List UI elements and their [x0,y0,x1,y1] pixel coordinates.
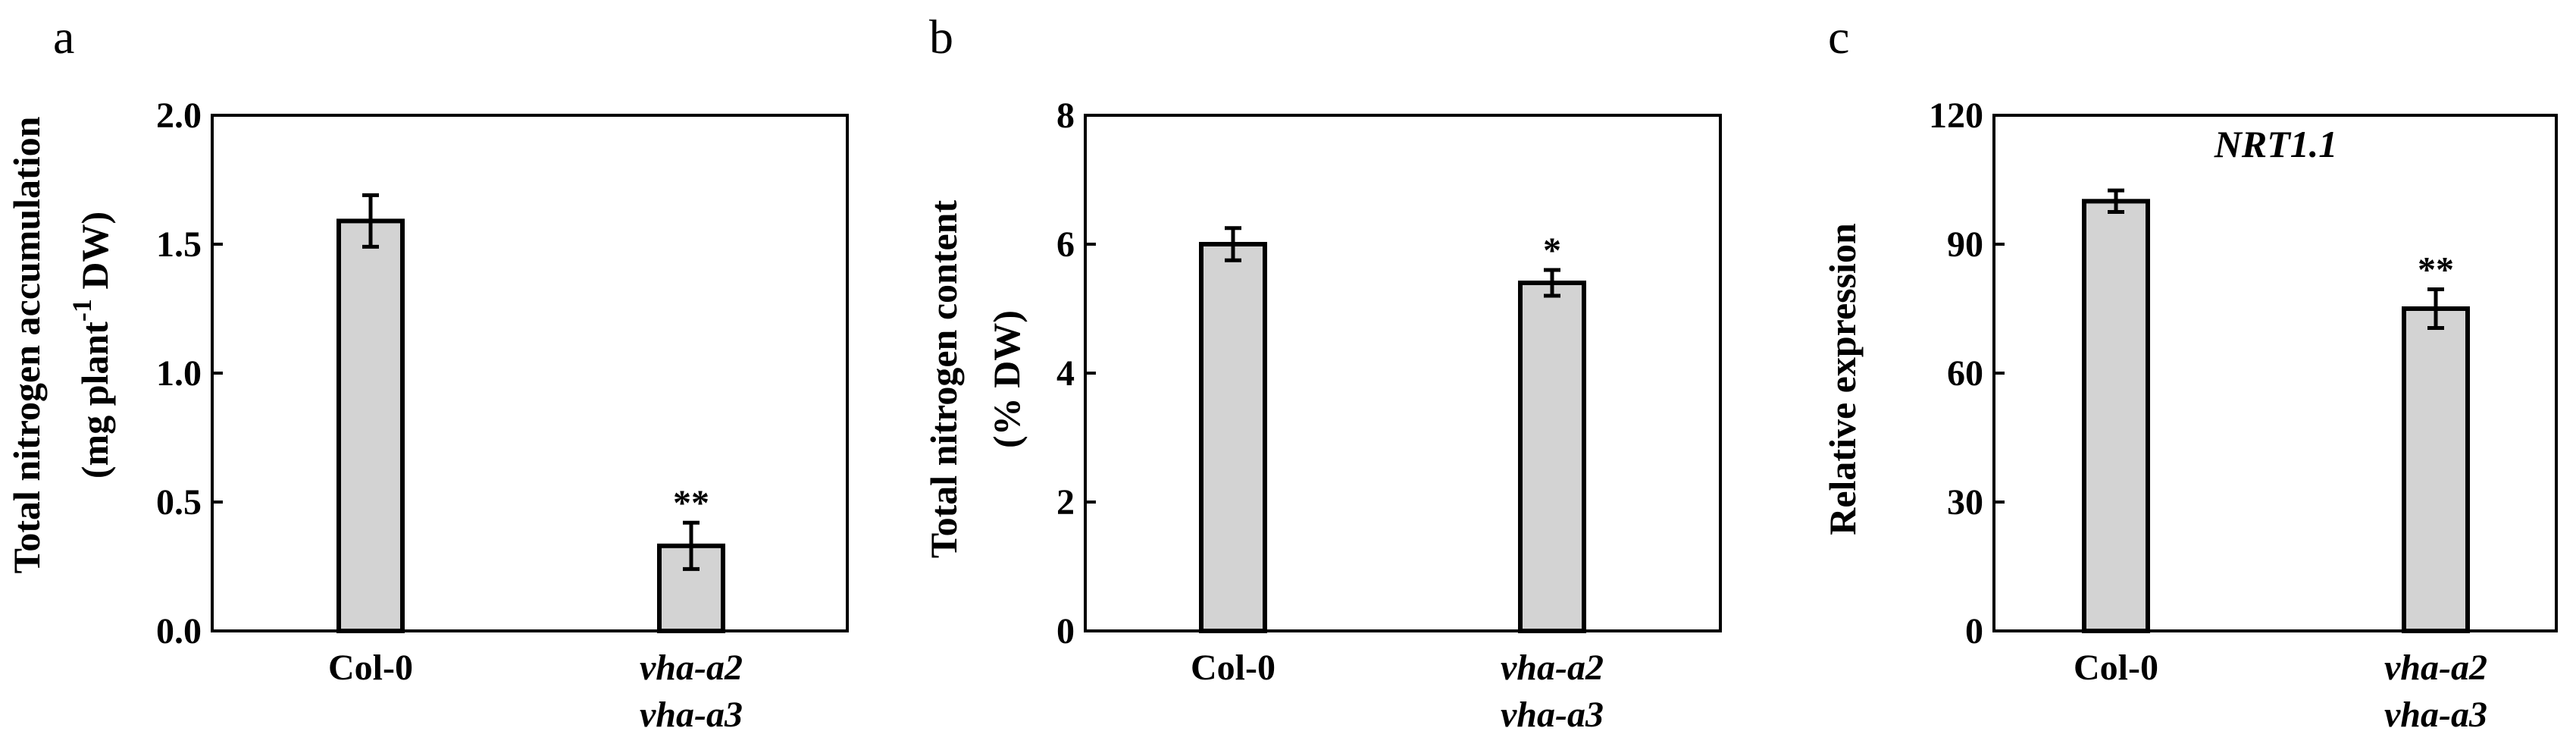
panel-c-category-label: Col-0 [2074,648,2158,688]
panel-c-letter: c [1828,10,1849,64]
panel-c-plot-frame [1992,114,2558,632]
panel-a-significance: ** [673,483,709,523]
panel-a-ylabel-line2: (mg plant-1 DW) [67,212,116,479]
panel-b-category-label: vha-a2 [1501,648,1604,688]
panel-c-category-label: vha-a3 [2384,695,2487,735]
panel-b-category-label: Col-0 [1191,648,1275,688]
panel-a-ytick-label: 0.5 [156,482,202,522]
panel-a-ylabel-unit-exp: -1 [67,299,97,322]
panel-a-ylabel-unit-end: DW) [74,212,116,299]
panel-c-ytick-label: 90 [1947,224,1983,265]
panel-c-ylabel: Relative expression [1821,223,1864,535]
panel-b-bars: Col-0 * vha-a2 vha-a3 [1191,226,1604,735]
panel-c-bar [2082,199,2150,634]
panel-a-ylabel-unit-start: (mg plant [74,322,116,479]
panel-b-ytick-label: 0 [1056,611,1075,651]
panel-a-ytick-label: 1.5 [156,224,202,265]
panel-a-plot-frame [211,114,849,632]
panel-c-bar [2402,306,2470,633]
panel-a: a Total nitrogen accumulation (mg plant-… [5,10,849,735]
panel-b-ytick-label: 6 [1056,224,1075,265]
panel-c-category-label: vha-a2 [2384,648,2487,688]
panel-a-category-label: vha-a2 [640,648,743,688]
panel-a-ytick-label: 2.0 [156,96,202,136]
panel-b-ytick-label: 2 [1056,482,1075,522]
panel-a-bar [336,218,405,633]
panel-b-bar [1199,242,1267,633]
panel-b-ytick-label: 4 [1056,353,1075,394]
panel-b-plot-frame [1084,114,1722,632]
panel-b-ylabel-line2: (% DW) [985,310,1028,448]
panel-a-letter: a [53,10,74,64]
panel-a-category-label: vha-a3 [640,695,743,735]
panel-b-ticks: 0 2 4 6 8 [1056,96,1096,651]
panel-c-bars: Col-0 ** vha-a2 vha-a3 [2074,188,2487,735]
panel-a-category-label: Col-0 [328,648,413,688]
panel-a-ticks: 0.0 0.5 1.0 1.5 2.0 [156,96,223,651]
panel-c-ytick-label: 0 [1965,611,1983,651]
panel-a-bars: Col-0 ** vha-a2 vha-a3 [328,193,743,735]
panel-c-ticks: 0 30 60 90 120 [1929,96,2005,651]
panel-c: c Relative expression NRT1.1 0306090120 … [1821,10,2558,735]
panel-a-ytick-label: 1.0 [156,353,202,394]
panel-b-category-label: vha-a3 [1501,695,1604,735]
panel-b-significance: * [1543,231,1561,271]
panel-c-title: NRT1.1 [2214,123,2338,165]
panel-b-ylabel-line1: Total nitrogen content [922,200,965,559]
panel-c-significance: ** [2418,250,2454,290]
panel-a-ylabel-line1: Total nitrogen accumulation [5,116,48,573]
panel-a-ytick-label: 0.0 [156,611,202,651]
panel-a-ylabel: Total nitrogen accumulation (mg plant-1 … [5,116,116,573]
panel-b-ytick-label: 8 [1056,96,1075,136]
panel-b-bar [1518,281,1586,633]
panel-b: b Total nitrogen content (% DW) 0 2 4 6 8 Co… [922,10,1722,735]
panel-c-ytick-label: 60 [1947,353,1983,394]
panel-c-ytick-label: 30 [1947,482,1983,522]
panel-b-letter: b [929,10,953,64]
panel-c-ytick-label: 120 [1929,96,1983,136]
